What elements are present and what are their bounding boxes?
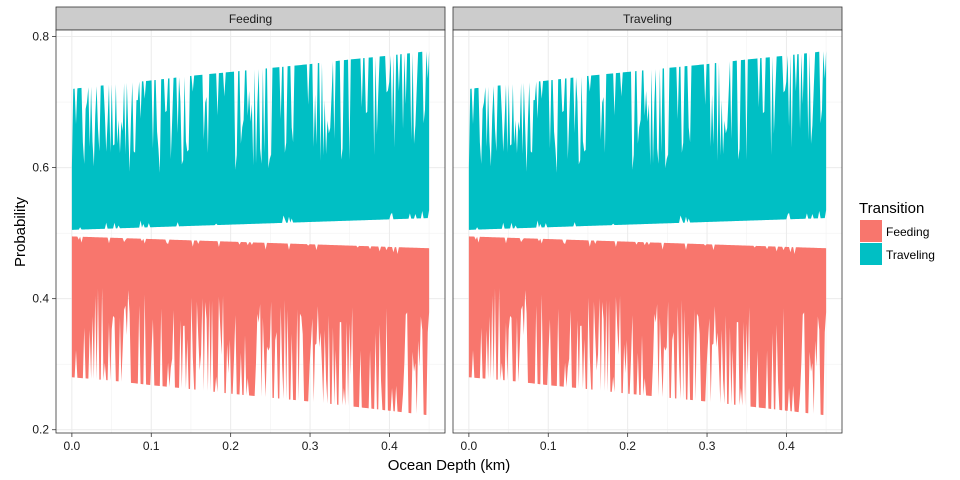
legend-label-traveling: Traveling	[886, 248, 935, 262]
area-traveling	[71, 50, 430, 230]
x-tick-label: 0.2	[222, 439, 239, 453]
y-tick-label: 0.8	[32, 30, 49, 44]
data-marks	[71, 50, 430, 415]
x-tick-label: 0.4	[381, 439, 398, 453]
panel-feeding: Feeding 0.0 0.1 0.2 0.3 0.4	[55, 6, 446, 453]
x-axis-ticks: 0.0 0.1 0.2 0.3 0.4	[64, 433, 398, 453]
legend: Transition Feeding Traveling	[859, 200, 935, 265]
x-tick-label: 0.1	[540, 439, 557, 453]
legend-key-feeding	[860, 220, 882, 242]
strip-label: Traveling	[623, 12, 672, 26]
panel-border	[55, 29, 446, 434]
legend-label-feeding: Feeding	[886, 225, 929, 239]
x-tick-label: 0.2	[619, 439, 636, 453]
y-tick-label: 0.2	[32, 423, 49, 437]
x-tick-label: 0.4	[778, 439, 795, 453]
panel-traveling: Traveling 0.0 0.1 0.2 0.3 0.4	[452, 6, 843, 453]
x-tick-label: 0.0	[461, 439, 478, 453]
x-tick-label: 0.3	[699, 439, 716, 453]
y-axis-title: Probability	[12, 196, 29, 267]
y-tick-label: 0.6	[32, 161, 49, 175]
x-axis-ticks: 0.0 0.1 0.2 0.3 0.4	[461, 433, 795, 453]
x-tick-label: 0.0	[64, 439, 81, 453]
x-axis-title: Ocean Depth (km)	[388, 457, 511, 474]
data-marks	[468, 50, 827, 415]
panel-border	[452, 29, 843, 434]
legend-title: Transition	[859, 200, 924, 217]
legend-key-traveling	[860, 243, 882, 265]
y-axis-ticks: 0.2 0.4 0.6 0.8	[32, 30, 56, 437]
strip-label: Feeding	[229, 12, 272, 26]
y-tick-label: 0.4	[32, 292, 49, 306]
area-feeding	[71, 236, 430, 415]
x-tick-label: 0.1	[143, 439, 160, 453]
x-tick-label: 0.3	[302, 439, 319, 453]
area-feeding	[468, 236, 827, 415]
area-traveling	[468, 50, 827, 230]
